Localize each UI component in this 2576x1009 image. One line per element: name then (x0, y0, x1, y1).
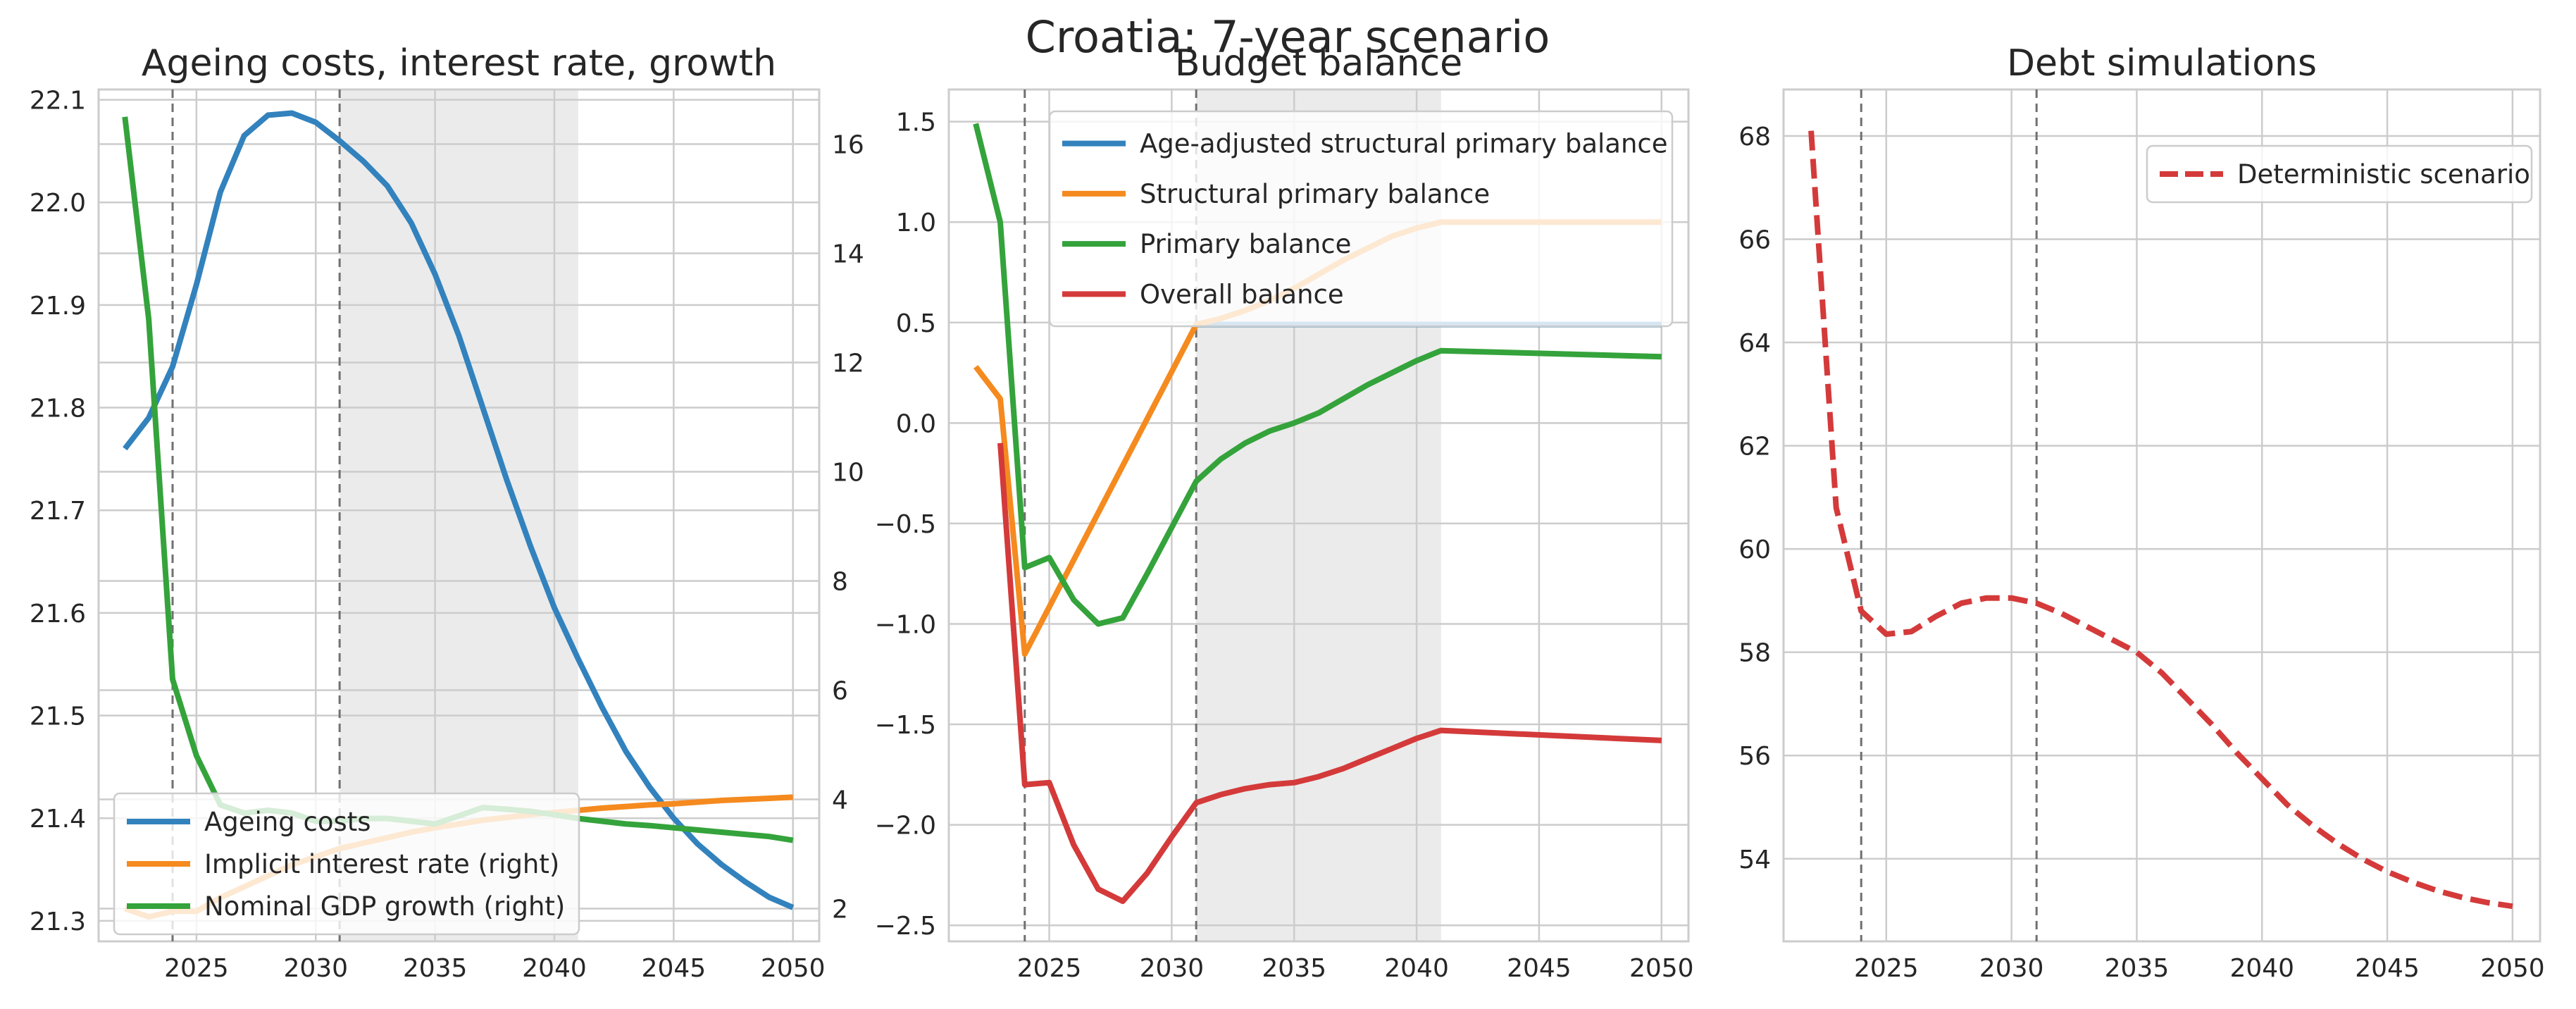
x-tick-label: 2030 (1140, 954, 1205, 983)
panel-budget-balance: Budget balance 2025 2030 2035 2040 2045 2050 −2… (875, 42, 1694, 983)
legend-label: Overall balance (1140, 279, 1344, 309)
legend-label: Primary balance (1140, 229, 1351, 259)
y-tick-label: 21.4 (30, 805, 86, 834)
legend-label: Structural primary balance (1140, 179, 1490, 209)
x-tick-label: 2030 (283, 954, 348, 983)
legend-label: Implicit interest rate (right) (204, 849, 559, 879)
y2-tick-label: 6 (832, 677, 848, 706)
series-line (973, 123, 1662, 627)
series-line (997, 442, 1662, 904)
y-tick-label: −1.0 (875, 610, 936, 639)
y-tick-label: 22.0 (30, 189, 86, 218)
y-tick-label: 60 (1738, 536, 1771, 564)
legend-label: Nominal GDP growth (right) (204, 891, 565, 922)
y-tick-label: 21.6 (30, 600, 86, 629)
x-tick-label: 2050 (2480, 954, 2545, 983)
y-tick-label: −2.0 (875, 812, 936, 841)
x-tick-label: 2045 (1507, 954, 1572, 983)
panel-title: Debt simulations (2007, 42, 2317, 85)
x-tick-label: 2045 (2355, 954, 2420, 983)
y-tick-label: 1.5 (896, 109, 936, 137)
y-tick-label: 66 (1738, 225, 1771, 254)
y2-tick-label: 10 (832, 459, 864, 488)
x-tick-label: 2035 (403, 954, 468, 983)
plot-frame (1782, 88, 2541, 943)
x-tick-label: 2040 (2229, 954, 2294, 983)
y-tick-label: 56 (1738, 742, 1771, 771)
legend-label: Deterministic scenario (2237, 159, 2530, 190)
y-tick-label: 21.9 (30, 292, 86, 321)
panel-title: Budget balance (1175, 42, 1462, 85)
legend: Age-adjusted structural primary balance S… (1048, 110, 1674, 328)
legend: Deterministic scenario (2146, 144, 2533, 204)
y-tick-label: −0.5 (875, 510, 936, 539)
x-tick-label: 2040 (1384, 954, 1449, 983)
y-tick-label: 1.0 (896, 209, 936, 237)
y2-tick-label: 2 (832, 896, 848, 924)
panel-debt-simulations: Debt simulations 2025 2030 2035 2040 2045 2050… (1738, 42, 2545, 983)
y-tick-label: 64 (1738, 329, 1771, 358)
y2-tick-label: 4 (832, 786, 848, 815)
y2-tick-label: 14 (832, 240, 864, 269)
y-tick-label: 21.7 (30, 497, 86, 526)
y-tick-label: −2.5 (875, 912, 936, 941)
x-tick-label: 2035 (2105, 954, 2170, 983)
legend-label: Ageing costs (204, 807, 371, 837)
panel-ageing-costs: Ageing costs, interest rate, growth 2025 2… (30, 42, 864, 983)
y-tick-label: 21.3 (30, 908, 86, 936)
plot-frame (947, 88, 1690, 943)
legend: Ageing costs Implicit interest rate (righ… (113, 792, 580, 936)
y-tick-label: 0.0 (896, 409, 936, 438)
y-tick-label: 62 (1738, 433, 1771, 462)
panel-title: Ageing costs, interest rate, growth (142, 42, 776, 85)
y-tick-label: 21.8 (30, 395, 86, 423)
y2-tick-label: 8 (832, 568, 848, 597)
legend-box (113, 792, 580, 936)
y-tick-label: 68 (1738, 123, 1771, 151)
y-tick-label: −1.5 (875, 711, 936, 740)
x-tick-label: 2025 (1854, 954, 1919, 983)
y-tick-label: 22.1 (30, 87, 86, 116)
x-tick-label: 2035 (1262, 954, 1326, 983)
x-tick-label: 2045 (642, 954, 707, 983)
x-tick-label: 2050 (1629, 954, 1694, 983)
y2-tick-label: 16 (832, 131, 864, 160)
x-tick-label: 2025 (1017, 954, 1082, 983)
y-tick-label: 0.5 (896, 309, 936, 338)
y2-tick-label: 12 (832, 349, 864, 378)
plot-frame (97, 88, 821, 943)
legend-box (1048, 110, 1674, 328)
x-tick-label: 2030 (1979, 954, 2044, 983)
legend-label: Age-adjusted structural primary balance (1140, 129, 1668, 159)
legend-box (2146, 144, 2533, 204)
y-tick-label: 21.5 (30, 702, 86, 731)
figure-title: Croatia: 7-year scenario (1026, 11, 1550, 63)
y-tick-label: 58 (1738, 639, 1771, 668)
y-tick-label: 54 (1738, 846, 1771, 874)
x-tick-label: 2050 (761, 954, 826, 983)
x-tick-label: 2025 (164, 954, 229, 983)
x-tick-label: 2040 (522, 954, 587, 983)
series-line (1808, 130, 2513, 910)
